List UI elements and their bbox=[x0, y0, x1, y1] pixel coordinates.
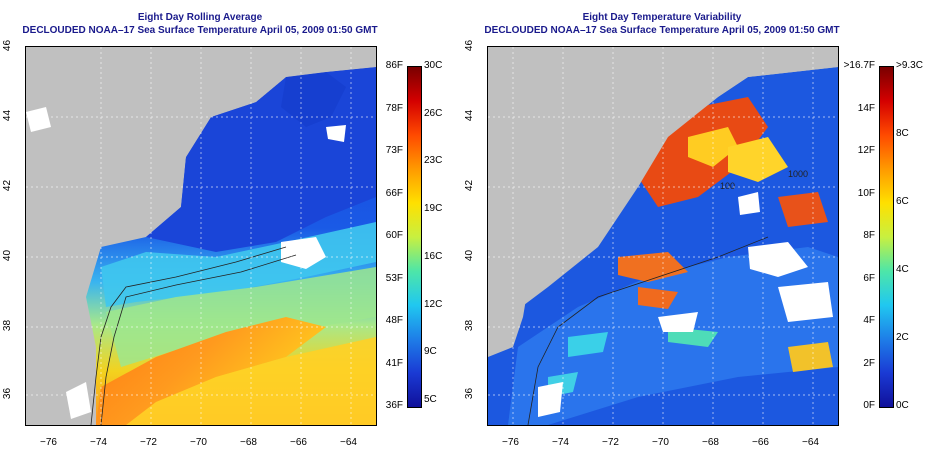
left-colorbar-f-tick-label: 73F bbox=[385, 145, 403, 156]
left-green-band bbox=[106, 267, 376, 367]
right-lon--66: −66 bbox=[752, 437, 769, 448]
left-lon--64: −64 bbox=[340, 437, 357, 448]
left-title: Eight Day Rolling Average bbox=[137, 12, 263, 23]
right-colorbar-c-tick-label: 6C bbox=[896, 196, 909, 207]
right-colorbar-c-tick-label: >9.3C bbox=[896, 60, 923, 71]
right-colorbar-f-tick-label: 2F bbox=[863, 357, 875, 369]
right-mid-3 bbox=[788, 342, 833, 372]
left-colorbar-f-tick-label: 53F bbox=[385, 272, 403, 284]
left-bay bbox=[281, 72, 346, 127]
left-colorbar-c-tick-label: 30C bbox=[424, 60, 443, 71]
right-land-canada bbox=[568, 47, 838, 222]
left-colorbar-f-tick-label: 78F bbox=[385, 102, 403, 114]
right-lat-36: 36 bbox=[464, 387, 476, 400]
left-graticule bbox=[26, 47, 376, 425]
left-subtitle: DECLOUDED NOAA–17 Sea Surface Temperatur… bbox=[22, 25, 378, 36]
right-title: Eight Day Temperature Variability bbox=[582, 12, 742, 23]
left-lat-40: 40 bbox=[2, 249, 14, 262]
left-cloud-2 bbox=[66, 382, 91, 419]
left-lat-38: 38 bbox=[2, 319, 14, 332]
right-colorbar-c-tick-label: 4C bbox=[896, 264, 909, 275]
left-lat-36: 36 bbox=[2, 387, 14, 400]
right-colorbar-c-tick-label: 2C bbox=[896, 332, 909, 343]
left-colorbar-f-tick-label: 60F bbox=[385, 230, 403, 241]
right-colorbar-c-tick-label: 8C bbox=[896, 128, 909, 139]
right-lon--76: −76 bbox=[502, 437, 519, 448]
left-map-svg bbox=[26, 47, 376, 425]
right-colorbar-f-tick-label: >16.7F bbox=[843, 60, 875, 71]
right-cloud-2 bbox=[778, 282, 833, 322]
left-colorbar-c-tick-label: 16C bbox=[424, 250, 443, 262]
right-colorbar-f-tick-label: 0F bbox=[863, 400, 875, 411]
right-lon--74: −74 bbox=[552, 437, 569, 448]
right-colorbar-f-tick-label: 12F bbox=[857, 145, 875, 156]
left-lon--70: −70 bbox=[190, 437, 207, 448]
right-colorbar-f-tick-label: 14F bbox=[857, 102, 875, 114]
right-hot-3 bbox=[778, 192, 828, 227]
left-colorbar-c-tick-label: 26C bbox=[424, 107, 443, 119]
left-colorbar-f-tick-label: 48F bbox=[385, 315, 403, 326]
left-lat-42: 42 bbox=[2, 179, 14, 192]
left-cloud-4 bbox=[326, 125, 346, 142]
right-hot-4 bbox=[618, 252, 688, 282]
right-lat-46: 46 bbox=[464, 39, 476, 52]
right-graticule bbox=[488, 47, 838, 425]
right-hot-6 bbox=[638, 287, 678, 309]
left-colorbar-f-tick-label: 66F bbox=[385, 187, 403, 199]
right-lat-42: 42 bbox=[464, 179, 476, 192]
right-lon--68: −68 bbox=[702, 437, 719, 448]
left-colorbar-f-tick-label: 41F bbox=[385, 357, 403, 369]
right-map-svg: 100 1000 bbox=[488, 47, 838, 425]
left-cloud-3 bbox=[26, 107, 51, 132]
right-mid-2 bbox=[568, 332, 608, 357]
left-contour-2 bbox=[100, 254, 297, 425]
left-lon--68: −68 bbox=[240, 437, 257, 448]
right-cloud-5 bbox=[738, 192, 760, 215]
left-sargasso bbox=[126, 337, 376, 425]
left-colorbar-f-tick-label: 86F bbox=[385, 60, 403, 71]
left-lon--72: −72 bbox=[140, 437, 157, 448]
right-variability-map: 100 1000 bbox=[487, 46, 839, 426]
right-contour-label-1000: 1000 bbox=[788, 169, 808, 179]
right-lon--70: −70 bbox=[652, 437, 669, 448]
right-lat-44: 44 bbox=[464, 109, 476, 122]
right-lat-38: 38 bbox=[464, 319, 476, 332]
left-land-us bbox=[26, 47, 136, 425]
right-hot-5 bbox=[728, 137, 788, 182]
right-colorbar-f-tick-label: 10F bbox=[857, 187, 875, 199]
left-lon--74: −74 bbox=[90, 437, 107, 448]
left-contour-1 bbox=[90, 246, 287, 425]
right-subtitle: DECLOUDED NOAA–17 Sea Surface Temperatur… bbox=[484, 25, 840, 36]
right-colorbar-c-tick-label: 0C bbox=[896, 400, 909, 411]
right-lon--72: −72 bbox=[602, 437, 619, 448]
left-colorbar-c-tick-label: 9C bbox=[424, 346, 437, 358]
left-colorbar-c-tick-label: 23C bbox=[424, 155, 443, 167]
left-gulf-stream bbox=[96, 317, 326, 425]
right-lat-40: 40 bbox=[464, 249, 476, 262]
left-lon--76: −76 bbox=[40, 437, 57, 448]
left-land-canada bbox=[106, 47, 376, 222]
right-colorbar-f-tick-label: 4F bbox=[863, 315, 875, 326]
left-cloud-1 bbox=[281, 237, 326, 269]
right-cloud-4 bbox=[538, 382, 563, 417]
left-colorbar bbox=[407, 66, 422, 408]
right-lon--64: −64 bbox=[802, 437, 819, 448]
left-lat-44: 44 bbox=[2, 109, 14, 122]
left-sst-map bbox=[25, 46, 377, 426]
right-colorbar-f-tick-label: 8F bbox=[863, 230, 875, 241]
right-contour-label-100: 100 bbox=[720, 181, 735, 191]
left-lat-46: 46 bbox=[2, 39, 14, 52]
right-colorbar bbox=[879, 66, 894, 408]
left-colorbar-c-tick-label: 12C bbox=[424, 298, 443, 310]
left-colorbar-c-tick-label: 19C bbox=[424, 203, 443, 215]
right-colorbar-f-tick-label: 6F bbox=[863, 272, 875, 284]
left-colorbar-f-tick-label: 36F bbox=[385, 400, 403, 411]
left-lon--66: −66 bbox=[290, 437, 307, 448]
right-land-us bbox=[488, 47, 598, 357]
left-colorbar-c-tick-label: 5C bbox=[424, 394, 437, 405]
